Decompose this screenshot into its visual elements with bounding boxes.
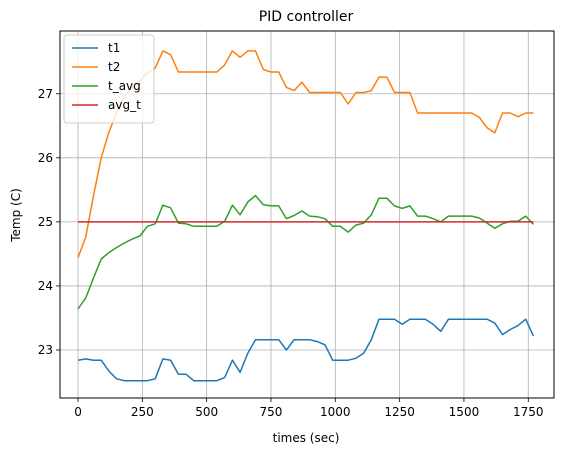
y-tick-label: 25	[38, 215, 53, 229]
x-tick-label: 1250	[384, 405, 415, 419]
x-tick-label: 1000	[320, 405, 351, 419]
x-tick-label: 1500	[449, 405, 480, 419]
x-tick-label: 0	[74, 405, 82, 419]
y-tick-label: 24	[38, 279, 53, 293]
x-axis-ticks: 0 250 500 750 1000 1250 1500 1750	[74, 398, 544, 419]
legend-label-avg_t: avg_t	[108, 98, 141, 112]
y-axis-label: Temp (C)	[9, 188, 23, 243]
chart-title: PID controller	[259, 9, 354, 25]
series-line-t1	[77, 318, 535, 382]
legend-label-t1: t1	[108, 41, 120, 55]
plot-frame	[59, 30, 555, 399]
legend-label-t2: t2	[108, 60, 120, 74]
x-axis-label: times (sec)	[273, 431, 340, 445]
legend: t1 t2 t_avg avg_t	[63, 34, 155, 124]
legend-label-t_avg: t_avg	[108, 79, 141, 93]
y-tick-label: 26	[38, 151, 53, 165]
x-tick-label: 750	[260, 405, 283, 419]
x-tick-label: 1750	[513, 405, 544, 419]
series-lines	[77, 50, 535, 382]
x-tick-label: 250	[131, 405, 154, 419]
y-axis-ticks: 23 24 25 26 27	[38, 87, 60, 357]
y-tick-label: 23	[38, 343, 53, 357]
legend-box	[63, 34, 155, 124]
series-line-t_avg	[77, 194, 534, 310]
y-tick-label: 27	[38, 87, 53, 101]
x-tick-label: 500	[195, 405, 218, 419]
